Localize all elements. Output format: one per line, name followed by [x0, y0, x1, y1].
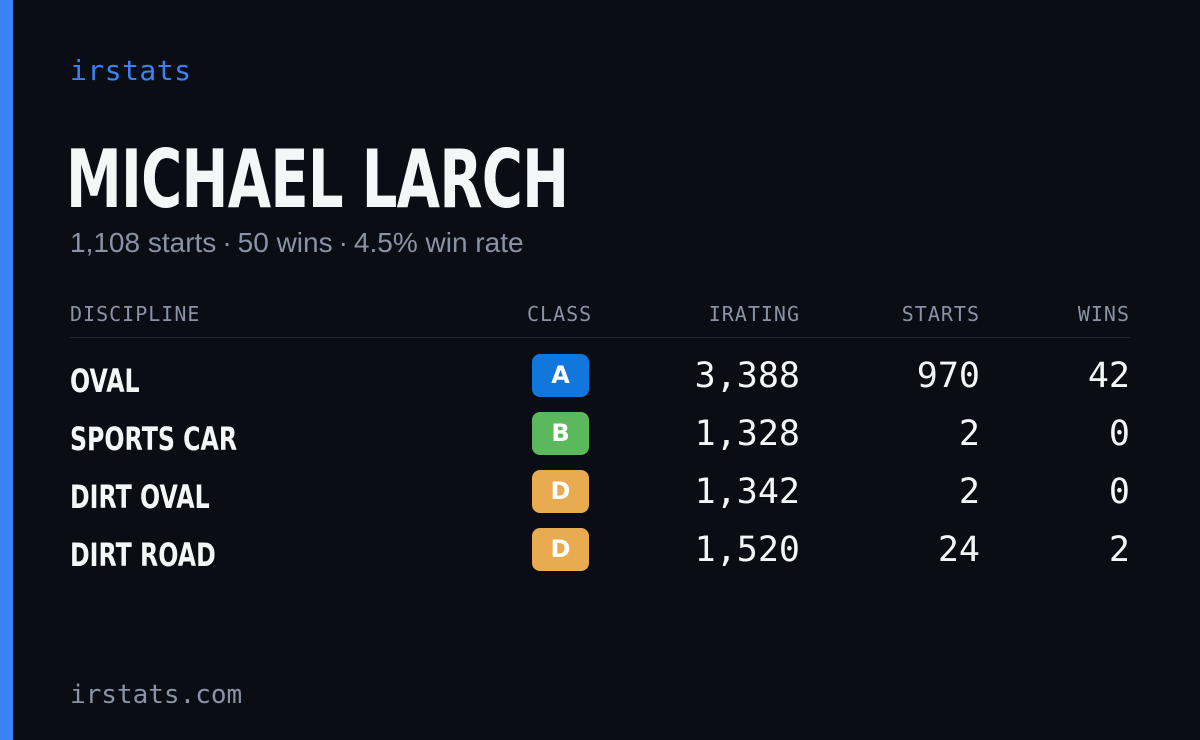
win-rate-summary: 4.5% win rate	[353, 227, 524, 258]
starts-cell: 2	[958, 472, 980, 512]
driver-summary: 1,108 starts · 50 wins · 4.5% win rate	[70, 227, 524, 259]
class-badge: B	[532, 412, 589, 455]
starts-summary: 1,108 starts	[70, 227, 217, 258]
wins-cell: 42	[1087, 356, 1130, 396]
header-discipline: DISCIPLINE	[70, 302, 201, 326]
discipline-cell: OVAL	[70, 362, 140, 400]
irating-cell: 1,328	[694, 414, 800, 454]
starts-cell: 24	[937, 530, 980, 570]
wins-cell: 0	[1108, 472, 1130, 512]
table-row: SPORTS CAR B 1,328 2 0	[70, 412, 1130, 470]
table-row: OVAL A 3,388 970 42	[70, 354, 1130, 412]
table-row: DIRT OVAL D 1,342 2 0	[70, 470, 1130, 528]
class-badge: A	[532, 354, 589, 397]
header-wins: WINS	[1077, 302, 1130, 326]
irating-cell: 1,520	[694, 530, 800, 570]
starts-cell: 970	[916, 356, 980, 396]
table-row: DIRT ROAD D 1,520 24 2	[70, 528, 1130, 586]
wins-cell: 2	[1108, 530, 1130, 570]
wins-cell: 0	[1108, 414, 1130, 454]
footer-url: irstats.com	[70, 680, 243, 710]
header-starts: STARTS	[901, 302, 980, 326]
table-header: DISCIPLINE CLASS IRATING STARTS WINS	[70, 300, 1130, 338]
header-irating: IRATING	[708, 302, 800, 326]
discipline-cell: SPORTS CAR	[70, 420, 238, 458]
irating-cell: 1,342	[694, 472, 800, 512]
starts-cell: 2	[958, 414, 980, 454]
summary-separator: ·	[222, 227, 232, 258]
class-badge: D	[532, 470, 589, 513]
driver-name: MICHAEL LARCH	[66, 133, 569, 226]
header-class: CLASS	[527, 302, 593, 326]
brand-logo: irstats	[70, 54, 192, 87]
irating-cell: 3,388	[694, 356, 800, 396]
discipline-cell: DIRT OVAL	[70, 478, 210, 516]
wins-summary: 50 wins	[237, 227, 333, 258]
accent-bar	[0, 0, 13, 740]
class-badge: D	[532, 528, 589, 571]
discipline-cell: DIRT ROAD	[70, 536, 216, 574]
summary-separator: ·	[338, 227, 348, 258]
